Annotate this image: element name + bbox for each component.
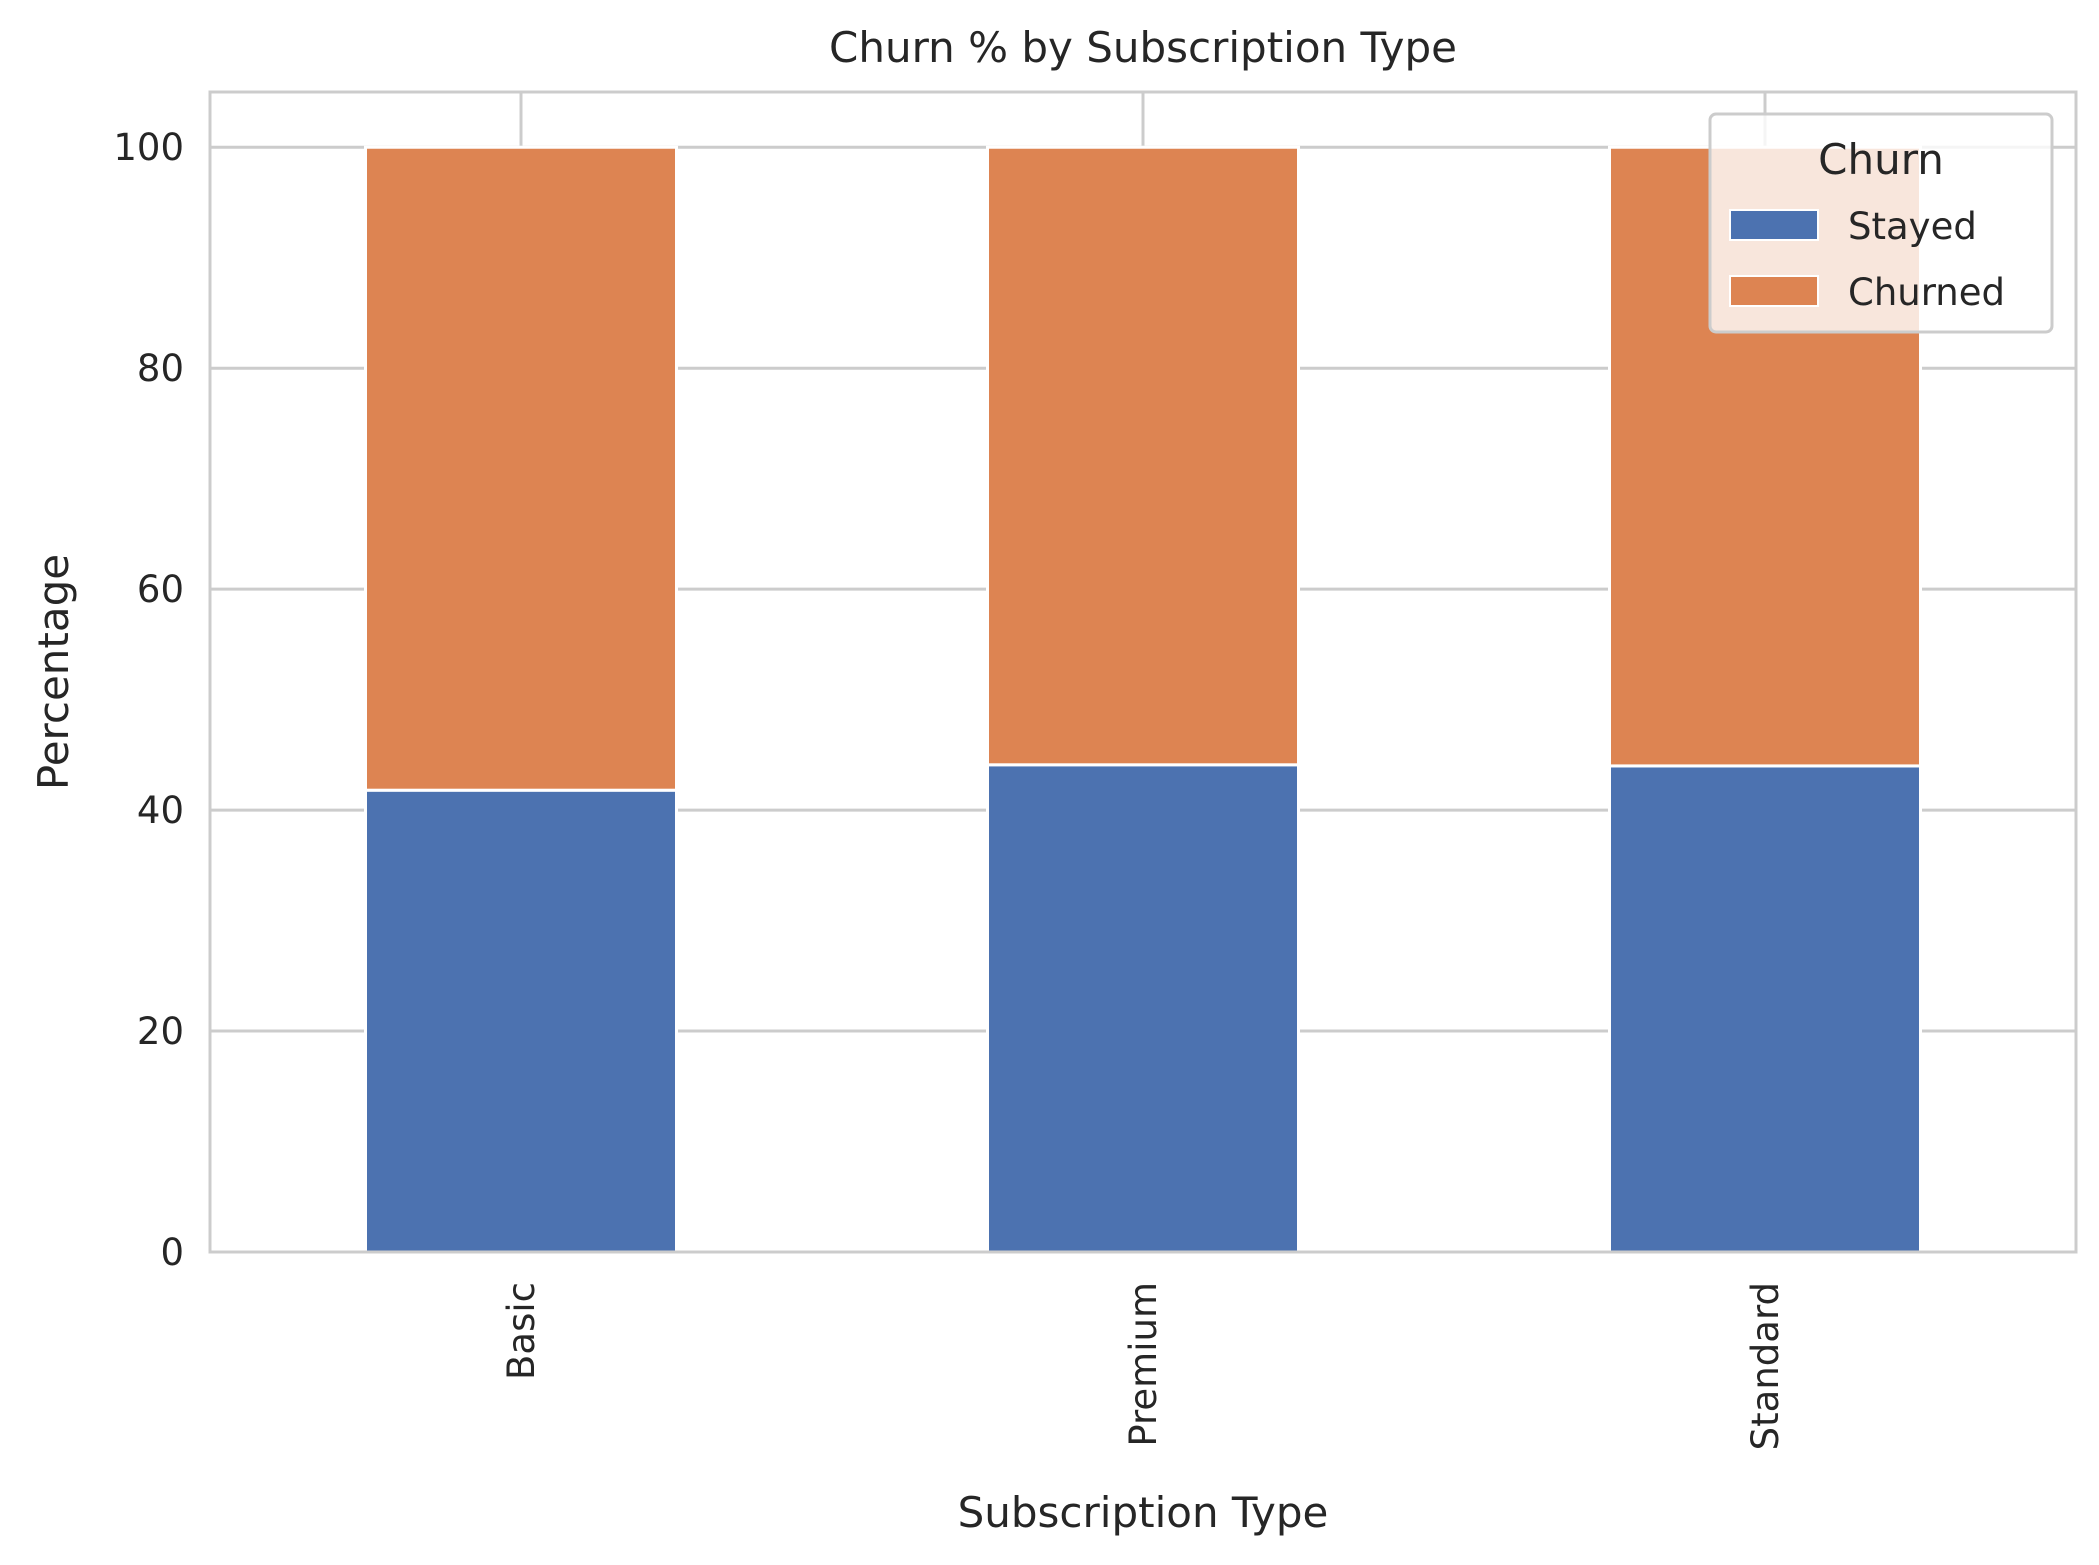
y-tick-label: 80 <box>137 347 184 390</box>
x-tick-label: Premium <box>1122 1282 1165 1447</box>
legend-swatch-churned <box>1729 275 1819 307</box>
plot-frame <box>208 90 2078 1254</box>
x-tick-labels: Basic Premium Standard <box>500 1282 1787 1450</box>
y-tick-label: 100 <box>113 126 184 169</box>
x-axis-title: Subscription Type <box>958 1488 1329 1537</box>
bars <box>364 145 1922 1254</box>
chart-title: Churn % by Subscription Type <box>829 23 1457 72</box>
x-tick-label: Standard <box>1744 1282 1787 1450</box>
y-tick-label: 20 <box>137 1010 184 1053</box>
y-tick-label: 40 <box>137 789 184 832</box>
legend: Churn Stayed Churned <box>1708 112 2054 334</box>
legend-label-stayed: Stayed <box>1848 205 1977 248</box>
legend-swatch-stayed <box>1729 209 1819 241</box>
y-axis-title: Percentage <box>29 554 78 790</box>
bar-stayed-standard <box>1608 764 1922 1254</box>
legend-title: Churn <box>1818 135 1944 184</box>
bar-stayed-premium <box>986 763 1300 1254</box>
bar-churned-basic <box>364 145 678 792</box>
legend-label-churned: Churned <box>1848 271 2005 314</box>
y-tick-label: 0 <box>160 1231 184 1274</box>
bar-stayed-basic <box>364 788 678 1254</box>
x-tick-label: Basic <box>500 1282 543 1380</box>
bar-churned-premium <box>986 145 1300 767</box>
y-tick-labels: 0 20 40 60 80 100 <box>113 126 184 1274</box>
y-tick-label: 60 <box>137 568 184 611</box>
legend-items: Stayed Churned <box>1729 205 2005 314</box>
